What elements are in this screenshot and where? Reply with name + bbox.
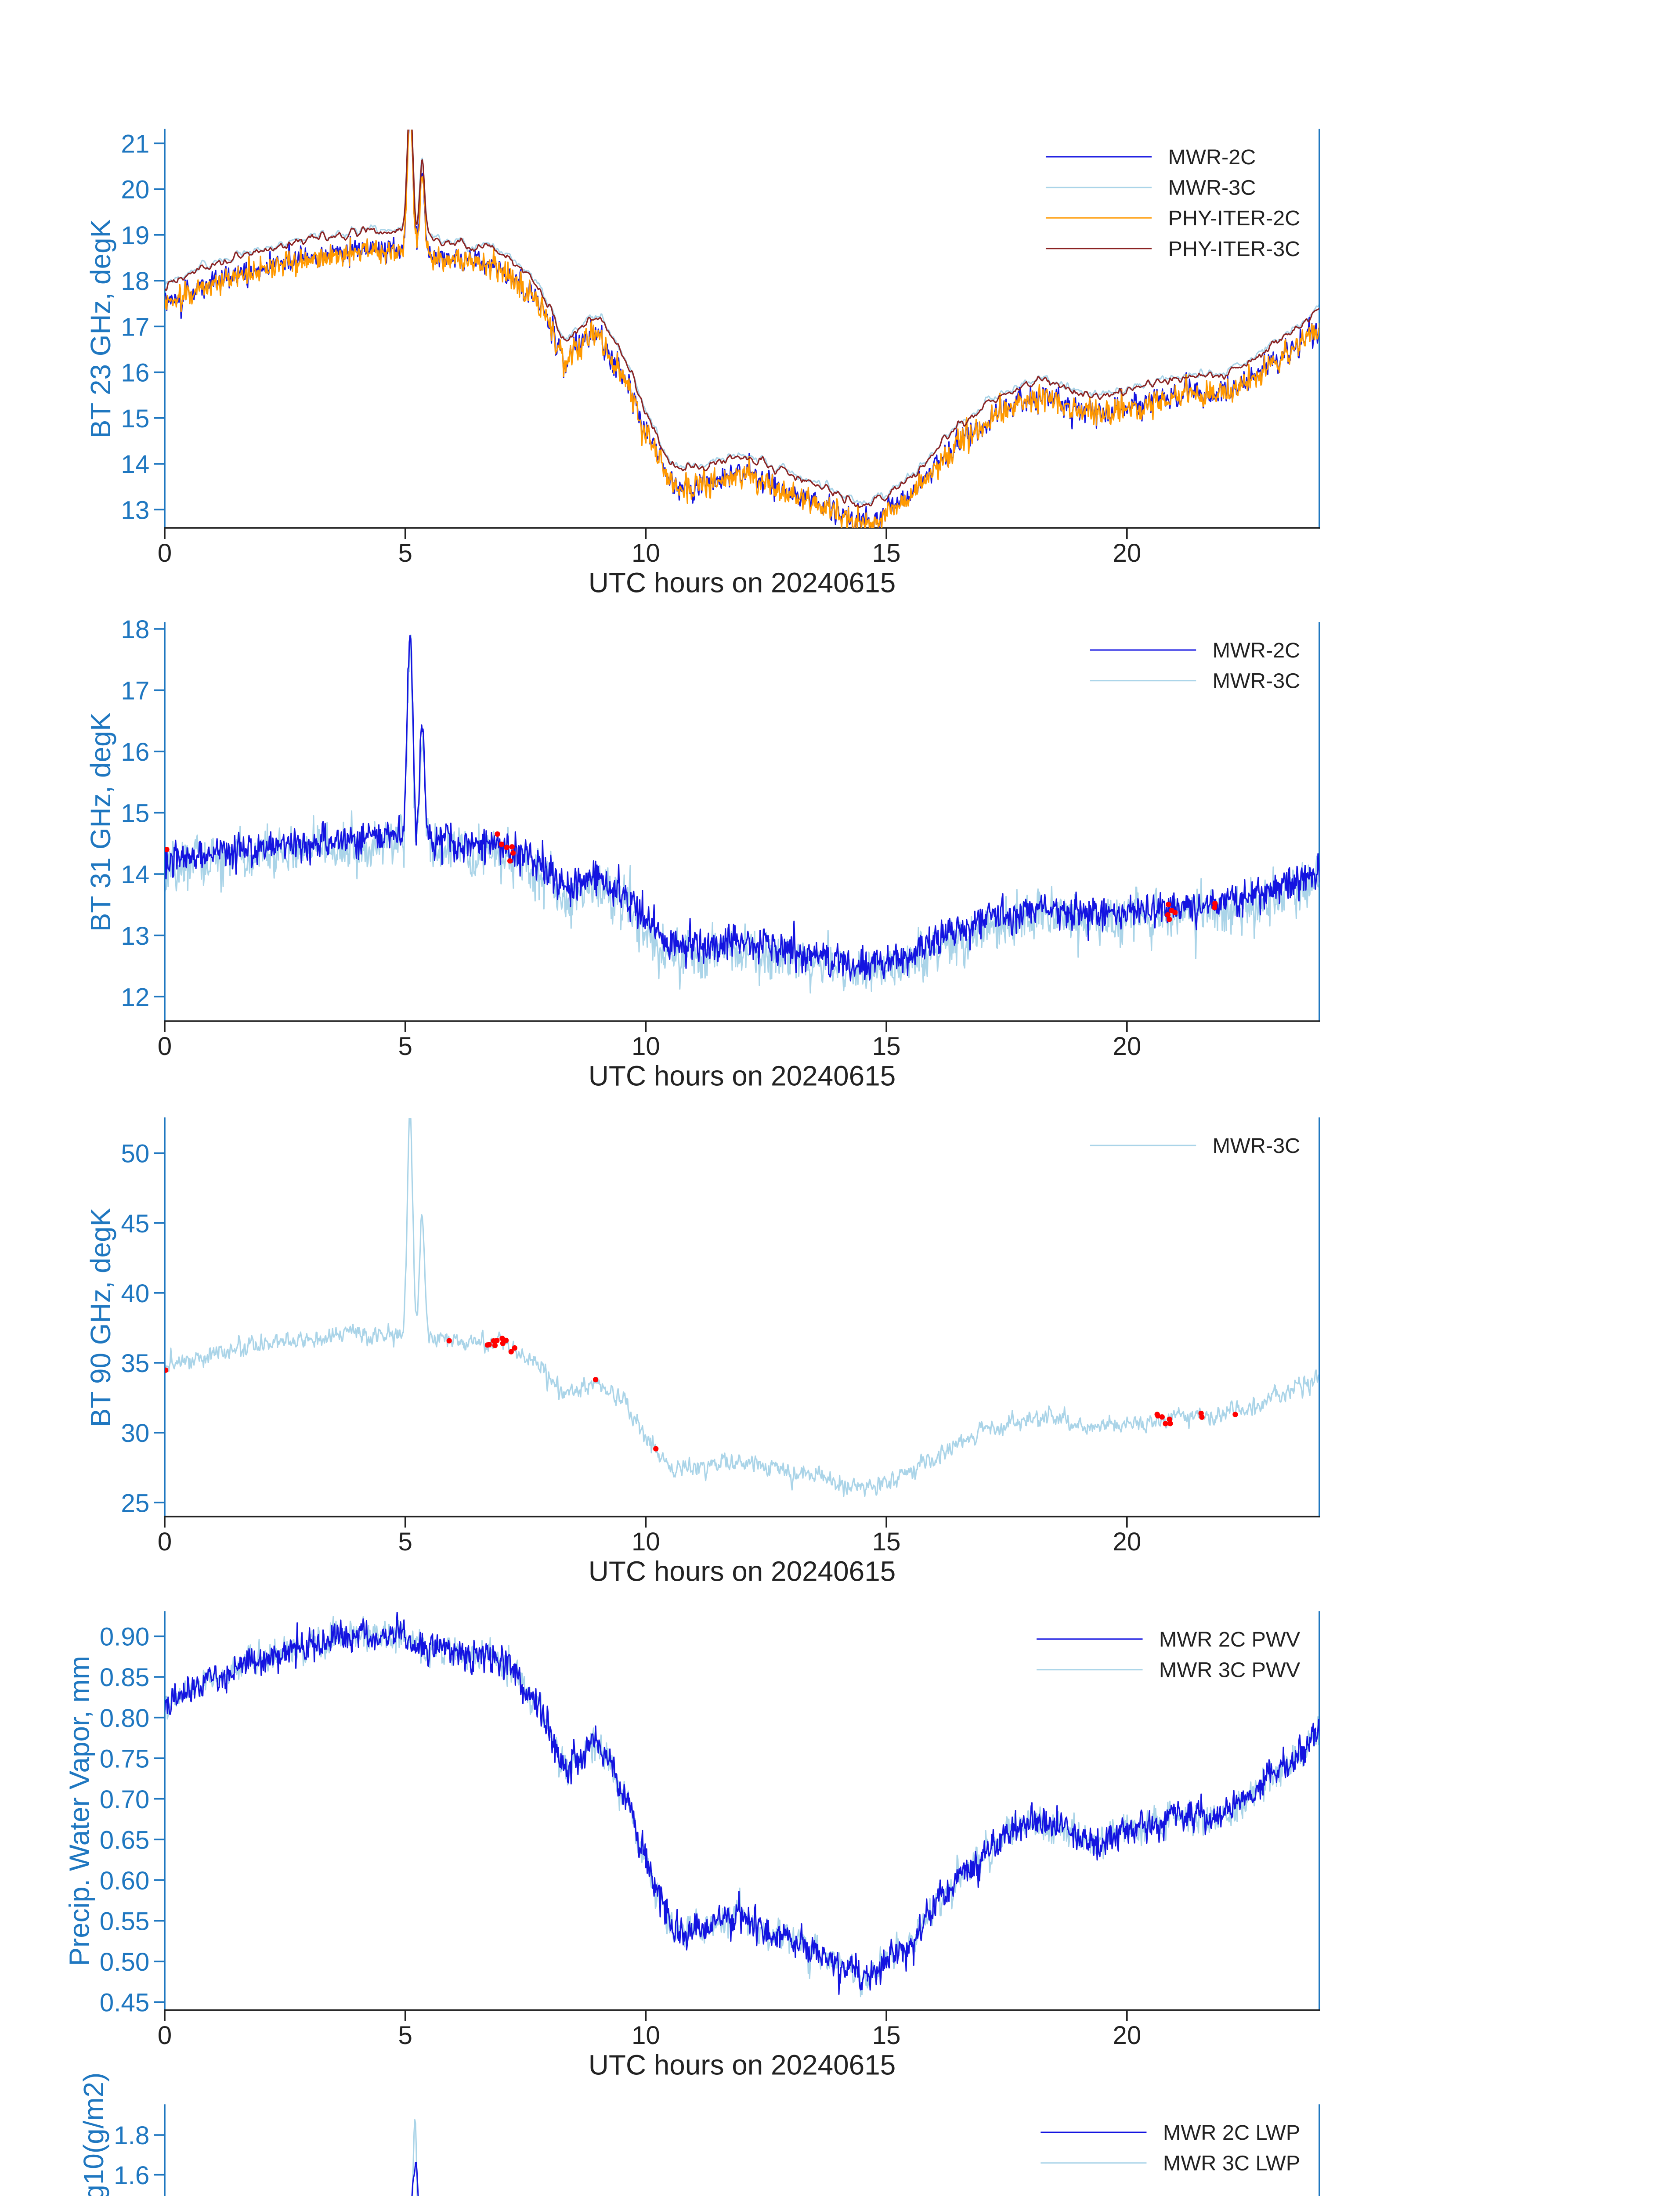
- svg-text:16: 16: [121, 359, 149, 387]
- svg-text:5: 5: [398, 2021, 412, 2050]
- svg-text:15: 15: [872, 1032, 901, 1061]
- svg-text:PHY-ITER-3C: PHY-ITER-3C: [1168, 237, 1300, 261]
- svg-text:14: 14: [121, 860, 149, 889]
- svg-text:15: 15: [872, 539, 901, 567]
- svg-text:0: 0: [158, 1032, 172, 1061]
- svg-text:UTC hours on 20240615: UTC hours on 20240615: [589, 567, 896, 599]
- svg-text:30: 30: [121, 1419, 149, 1448]
- svg-text:MWR-3C: MWR-3C: [1168, 176, 1256, 200]
- svg-text:15: 15: [872, 1528, 901, 1556]
- svg-text:0.85: 0.85: [100, 1663, 150, 1692]
- svg-text:Precip. Water Vapor, mm: Precip. Water Vapor, mm: [63, 1656, 95, 1966]
- svg-text:0.50: 0.50: [100, 1948, 150, 1976]
- svg-text:10: 10: [632, 1528, 660, 1556]
- svg-text:15: 15: [121, 799, 149, 828]
- svg-text:0.65: 0.65: [100, 1826, 150, 1854]
- svg-text:16: 16: [121, 738, 149, 766]
- svg-text:UTC hours on 20240615: UTC hours on 20240615: [589, 1556, 896, 1587]
- svg-text:10: 10: [632, 2021, 660, 2050]
- svg-text:13: 13: [121, 496, 149, 524]
- svg-text:25: 25: [121, 1489, 149, 1517]
- svg-text:0.60: 0.60: [100, 1867, 150, 1895]
- svg-text:50: 50: [121, 1140, 149, 1168]
- svg-text:15: 15: [872, 2021, 901, 2050]
- svg-text:MWR-2C: MWR-2C: [1212, 639, 1300, 662]
- svg-text:PHY-ITER-2C: PHY-ITER-2C: [1168, 206, 1300, 230]
- svg-text:BT 23 GHz, degK: BT 23 GHz, degK: [85, 219, 116, 438]
- svg-text:5: 5: [398, 1528, 412, 1556]
- svg-text:BT 31 GHz, degK: BT 31 GHz, degK: [85, 712, 116, 932]
- svg-text:21: 21: [121, 130, 149, 158]
- svg-text:UTC hours on 20240615: UTC hours on 20240615: [589, 2049, 896, 2081]
- svg-text:0.90: 0.90: [100, 1623, 150, 1651]
- svg-text:0: 0: [158, 1528, 172, 1556]
- svg-text:17: 17: [121, 677, 149, 705]
- svg-text:10: 10: [632, 1032, 660, 1061]
- svg-text:20: 20: [1113, 1032, 1141, 1061]
- svg-text:MWR 2C PWV: MWR 2C PWV: [1159, 1628, 1301, 1651]
- svg-text:BT 90 GHz, degK: BT 90 GHz, degK: [85, 1208, 116, 1427]
- svg-text:0.80: 0.80: [100, 1704, 150, 1733]
- svg-text:5: 5: [398, 539, 412, 567]
- svg-text:0: 0: [158, 539, 172, 567]
- svg-text:18: 18: [121, 267, 149, 296]
- svg-text:20: 20: [1113, 1528, 1141, 1556]
- svg-text:12: 12: [121, 983, 149, 1011]
- svg-text:20: 20: [1113, 539, 1141, 567]
- svg-text:13: 13: [121, 922, 149, 950]
- svg-text:MWR 2C LWP: MWR 2C LWP: [1163, 2121, 1300, 2145]
- svg-text:14: 14: [121, 450, 149, 479]
- svg-text:17: 17: [121, 313, 149, 341]
- svg-text:1.8: 1.8: [114, 2121, 149, 2150]
- svg-text:UTC hours on 20240615: UTC hours on 20240615: [589, 1060, 896, 1092]
- svg-text:0.55: 0.55: [100, 1907, 150, 1936]
- svg-text:0.75: 0.75: [100, 1745, 150, 1773]
- svg-text:MWR 3C PWV: MWR 3C PWV: [1159, 1658, 1301, 1682]
- svg-text:1.6: 1.6: [114, 2161, 149, 2190]
- svg-text:15: 15: [121, 405, 149, 433]
- svg-text:5: 5: [398, 1032, 412, 1061]
- svg-text:10: 10: [632, 539, 660, 567]
- svg-text:45: 45: [121, 1210, 149, 1238]
- svg-text:MWR-3C: MWR-3C: [1212, 669, 1300, 693]
- svg-text:20: 20: [121, 176, 149, 204]
- svg-text:40: 40: [121, 1279, 149, 1308]
- svg-text:35: 35: [121, 1349, 149, 1378]
- svg-text:log10 Liquid Water Path, log10: log10 Liquid Water Path, log10(g/m2): [78, 2073, 109, 2196]
- svg-text:0.45: 0.45: [100, 1989, 150, 2017]
- svg-text:MWR 3C LWP: MWR 3C LWP: [1163, 2152, 1300, 2175]
- svg-text:0: 0: [158, 2021, 172, 2050]
- svg-text:MWR-2C: MWR-2C: [1168, 145, 1256, 169]
- svg-text:0.70: 0.70: [100, 1785, 150, 1814]
- svg-text:19: 19: [121, 221, 149, 250]
- svg-text:18: 18: [121, 615, 149, 644]
- svg-text:20: 20: [1113, 2021, 1141, 2050]
- svg-text:MWR-3C: MWR-3C: [1212, 1134, 1300, 1158]
